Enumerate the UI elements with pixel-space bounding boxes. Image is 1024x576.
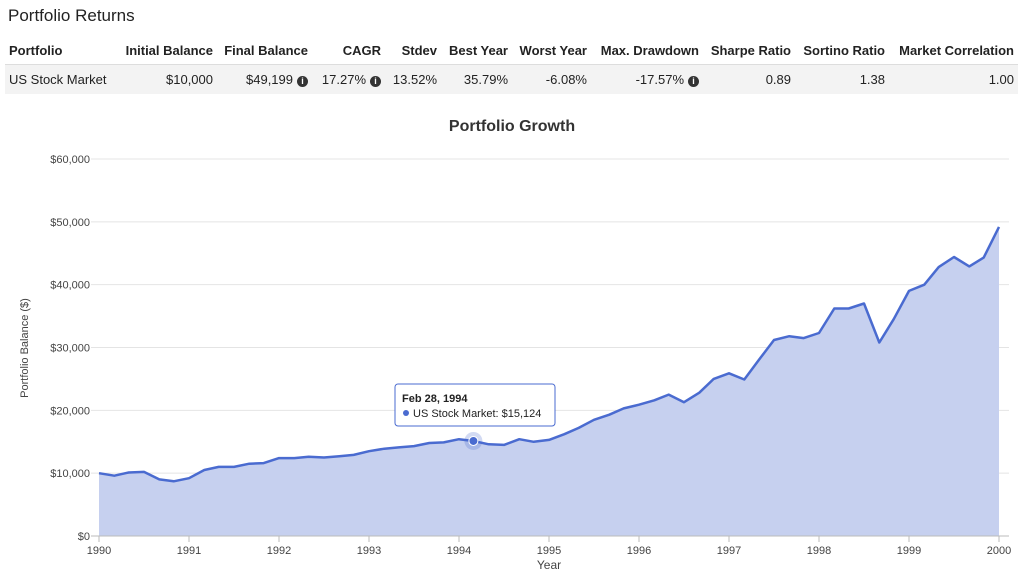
table-cell: $10,000 xyxy=(117,64,217,94)
area xyxy=(99,226,999,536)
header-row: Portfolio Initial Balance Final Balance CAG… xyxy=(5,36,1018,65)
column-header: Market Correlation xyxy=(889,36,1018,65)
x-tick-label: 1999 xyxy=(897,545,921,557)
x-tick-label: 1992 xyxy=(267,545,291,557)
cell-text: -6.08% xyxy=(545,72,587,87)
y-tick-label: $30,000 xyxy=(50,343,90,355)
y-tick-label: $60,000 xyxy=(50,154,90,166)
tooltip-title: Feb 28, 1994 xyxy=(402,393,468,405)
y-axis-label: Portfolio Balance ($) xyxy=(19,298,31,398)
table-cell: 0.89 xyxy=(703,64,795,94)
x-tick-label: 1993 xyxy=(357,545,381,557)
table-cell: 1.00 xyxy=(889,64,1018,94)
info-icon[interactable]: i xyxy=(370,76,381,87)
x-tick-label: 2000 xyxy=(987,545,1011,557)
x-tick-label: 1998 xyxy=(807,545,831,557)
tooltip-text: US Stock Market: $15,124 xyxy=(413,408,541,420)
table-cell: 13.52% xyxy=(385,64,441,94)
column-header: Best Year xyxy=(441,36,512,65)
table-cell: -6.08% xyxy=(512,64,591,94)
x-tick-label: 1996 xyxy=(627,545,651,557)
column-header: Worst Year xyxy=(512,36,591,65)
x-tick-label: 1997 xyxy=(717,545,741,557)
cell-text: $49,199 xyxy=(246,72,293,87)
table-cell: 35.79% xyxy=(441,64,512,94)
table-cell: -17.57% i xyxy=(591,64,703,94)
column-header: Portfolio xyxy=(5,36,117,65)
y-tick-label: $10,000 xyxy=(50,468,90,480)
cell-text: -17.57% xyxy=(635,72,684,87)
section-title: Portfolio Returns xyxy=(8,6,135,25)
y-tick-label: $0 xyxy=(78,531,90,543)
y-tick-label: $40,000 xyxy=(50,280,90,292)
highlight-point xyxy=(468,435,479,446)
column-header: Max. Drawdown xyxy=(591,36,703,65)
x-tick-label: 1995 xyxy=(537,545,561,557)
cell-text: 1.00 xyxy=(988,72,1014,87)
table-cell: US Stock Market xyxy=(5,64,117,94)
tooltip-dot xyxy=(403,410,409,416)
cell-text: US Stock Market xyxy=(9,72,107,87)
column-header: Sortino Ratio xyxy=(795,36,889,65)
chart-title: Portfolio Growth xyxy=(449,118,575,135)
cell-text: $10,000 xyxy=(166,72,213,87)
cell-text: 0.89 xyxy=(765,72,791,87)
column-header: Initial Balance xyxy=(117,36,217,65)
line xyxy=(98,226,1001,483)
data-row: US Stock Market $10,000 $49,199 i 17.27% i 13.… xyxy=(5,64,1018,94)
x-tick-label: 1990 xyxy=(87,545,111,557)
info-icon[interactable]: i xyxy=(297,76,308,87)
column-header: Sharpe Ratio xyxy=(703,36,795,65)
table-cell: 17.27% i xyxy=(312,64,385,94)
table-cell: $49,199 i xyxy=(217,64,312,94)
column-header: Stdev xyxy=(385,36,441,65)
cell-text: 35.79% xyxy=(463,72,508,87)
column-header: CAGR xyxy=(312,36,385,65)
cell-text: 17.27% xyxy=(321,72,366,87)
column-header: Final Balance xyxy=(217,36,312,65)
x-tick-label: 1991 xyxy=(177,545,201,557)
tooltip-box xyxy=(394,383,556,427)
info-icon[interactable]: i xyxy=(688,76,699,87)
y-tick-label: $50,000 xyxy=(50,217,90,229)
x-tick-label: 1994 xyxy=(447,545,471,557)
table-cell: 1.38 xyxy=(795,64,889,94)
y-tick-label: $20,000 xyxy=(50,405,90,417)
cell-text: 1.38 xyxy=(859,72,885,87)
cell-text: 13.52% xyxy=(392,72,437,87)
returns-table: Portfolio Initial Balance Final Balance CAG… xyxy=(5,36,1018,94)
x-axis-label: Year xyxy=(537,558,561,572)
